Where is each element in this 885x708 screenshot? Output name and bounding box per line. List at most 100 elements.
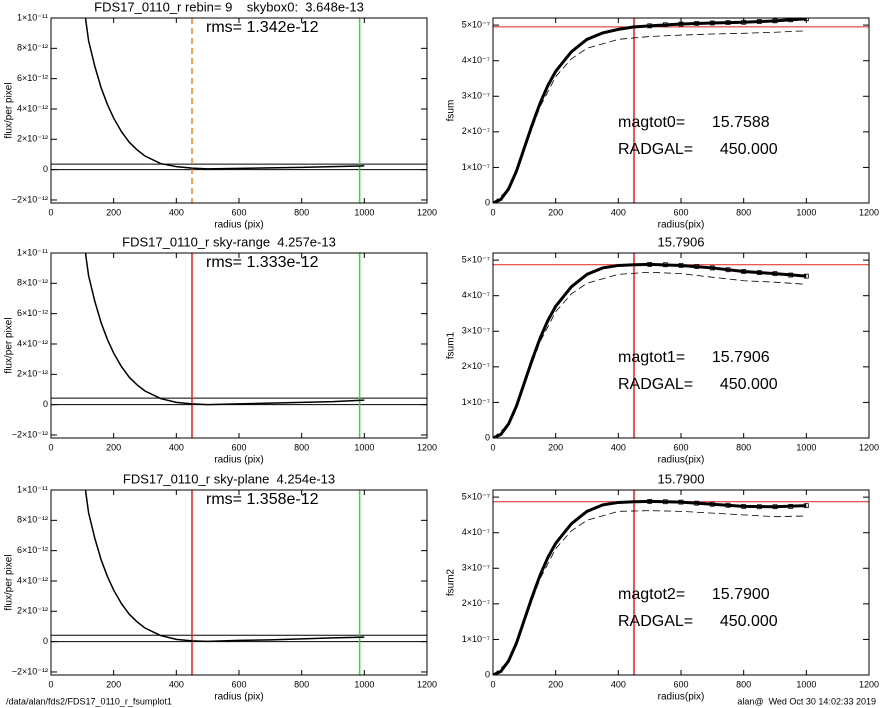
y-tick-label: 2×10⁻⁷ — [462, 361, 490, 371]
square-marker — [788, 18, 794, 23]
square-marker — [662, 262, 668, 268]
square-marker — [756, 19, 762, 24]
profile-curve — [84, 18, 365, 170]
y-tick-label: 0 — [485, 669, 490, 679]
y-tick-label: 4×10⁻⁷ — [462, 290, 490, 300]
y-axis-label: fsum — [446, 100, 457, 122]
x-tick-label: 1200 — [417, 679, 437, 689]
y-axis-label: fsum1 — [446, 331, 457, 359]
x-tick-label: 0 — [48, 207, 53, 217]
plot-area — [493, 253, 869, 438]
square-marker — [647, 23, 653, 29]
x-tick-label: 400 — [611, 679, 626, 689]
x-tick-label: 0 — [490, 679, 495, 689]
x-tick-label: 800 — [294, 207, 309, 217]
plot-frame — [492, 489, 870, 676]
x-tick-label: 400 — [169, 679, 184, 689]
square-marker — [725, 267, 731, 273]
y-tick-label: 6×10⁻¹² — [17, 545, 48, 555]
y-tick-label: 4×10⁻¹² — [17, 338, 48, 348]
x-tick-label: 800 — [736, 679, 751, 689]
x-tick-label: 1000 — [796, 679, 816, 689]
x-tick-label: 1000 — [354, 679, 374, 689]
plot-area — [51, 18, 427, 203]
square-marker — [772, 271, 778, 277]
y-tick-label: 2×10⁻⁷ — [462, 126, 490, 136]
plot-frame — [50, 489, 428, 676]
square-marker — [725, 20, 731, 26]
square-marker — [788, 272, 794, 278]
profile-curve — [84, 253, 365, 406]
footer-right: alan@ Wed Oct 30 14:02:33 2019 — [737, 696, 876, 706]
x-axis-label: radius(pix) — [658, 692, 705, 703]
y-tick-label: 1×10⁻⁷ — [462, 397, 490, 407]
x-tick-label: 800 — [736, 442, 751, 452]
y-tick-label: 1×10⁻⁷ — [462, 634, 490, 644]
chart-title: 15.7900 — [658, 471, 705, 486]
x-tick-label: 1200 — [859, 679, 879, 689]
y-tick-label: 2×10⁻¹² — [17, 134, 48, 144]
y-tick-label: 0 — [485, 432, 490, 442]
square-marker — [788, 503, 794, 509]
square-marker — [741, 269, 747, 274]
square-marker — [756, 270, 762, 275]
x-tick-label: 800 — [736, 207, 751, 217]
chart-title: FDS17_0110_r sky-range 4.257e-13 — [122, 234, 336, 249]
profile-curve — [493, 18, 807, 203]
y-tick-label: 2×10⁻¹² — [17, 369, 48, 379]
square-marker — [756, 504, 762, 510]
x-tick-label: 200 — [106, 442, 121, 452]
annotation: RADGAL= 450.000 — [618, 141, 778, 158]
x-tick-label: 200 — [106, 207, 121, 217]
x-tick-label: 400 — [611, 207, 626, 217]
square-marker — [647, 261, 653, 267]
dashed-curve — [493, 510, 807, 675]
square-marker — [694, 264, 700, 269]
plot-area — [51, 490, 427, 675]
y-tick-label: 2×10⁻¹² — [17, 606, 48, 616]
square-marker — [678, 263, 684, 268]
square-marker — [772, 504, 778, 510]
plot-frame — [492, 17, 870, 204]
x-tick-label: 600 — [673, 679, 688, 689]
dashed-curve — [493, 30, 807, 203]
x-axis-label: radius(pix) — [658, 220, 705, 231]
plot-frame — [492, 252, 870, 439]
y-tick-label: 1×10⁻¹¹ — [17, 247, 48, 257]
square-marker — [803, 273, 809, 279]
square-marker — [709, 501, 715, 507]
x-tick-label: 1000 — [796, 207, 816, 217]
y-tick-label: −2×10⁻¹² — [12, 666, 48, 676]
annotation: magtot1= 15.7906 — [618, 349, 770, 366]
x-axis-label: radius(pix) — [658, 455, 705, 466]
y-tick-label: 5×10⁻⁷ — [462, 19, 490, 29]
square-marker — [678, 499, 684, 505]
y-tick-label: 2×10⁻⁷ — [462, 598, 490, 608]
annotation: rms= 1.333e-12 — [206, 254, 319, 271]
y-tick-label: −2×10⁻¹² — [12, 429, 48, 439]
plot-area — [51, 253, 427, 438]
annotation: RADGAL= 450.000 — [618, 376, 778, 393]
dashed-curve — [493, 271, 807, 438]
x-tick-label: 0 — [48, 679, 53, 689]
annotation: rms= 1.358e-12 — [206, 491, 319, 508]
y-axis-label: flux/per pixel — [4, 82, 15, 138]
y-tick-label: 0 — [43, 399, 48, 409]
x-tick-label: 600 — [231, 442, 246, 452]
square-marker — [741, 503, 747, 509]
x-tick-label: 600 — [673, 207, 688, 217]
y-tick-label: 3×10⁻⁷ — [462, 91, 490, 101]
plot-area — [493, 18, 869, 203]
square-marker — [694, 20, 700, 26]
square-marker — [725, 502, 731, 508]
y-tick-label: −2×10⁻¹² — [12, 194, 48, 204]
y-tick-label: 8×10⁻¹² — [17, 43, 48, 53]
chart-title: 15.7906 — [658, 234, 705, 249]
x-axis-label: radius (pix) — [214, 455, 263, 466]
y-tick-label: 3×10⁻⁷ — [462, 326, 490, 336]
y-tick-label: 5×10⁻⁷ — [462, 254, 490, 264]
x-tick-label: 600 — [231, 679, 246, 689]
y-tick-label: 1×10⁻⁷ — [462, 162, 490, 172]
x-tick-label: 0 — [48, 442, 53, 452]
